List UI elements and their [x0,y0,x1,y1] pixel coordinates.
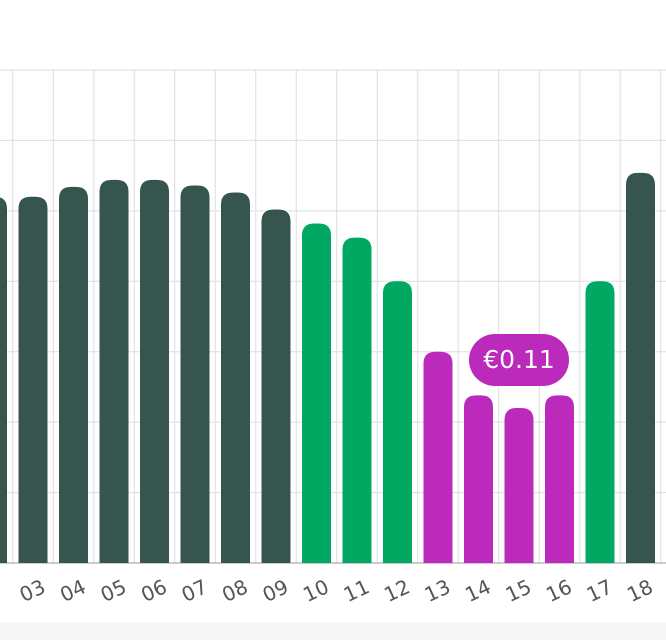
bar [99,179,129,563]
x-tick-label: 16 [542,574,575,607]
bar [585,281,615,563]
bar [180,185,210,563]
bar [383,281,412,563]
bar [221,192,250,563]
x-tick-label: 11 [340,574,373,607]
x-tick-label: 18 [623,574,656,607]
bar [261,209,291,563]
x-tick-label: 14 [461,574,494,607]
x-tick-label: 04 [56,574,89,607]
bar [0,197,7,563]
value-label: €0.11 [483,345,555,374]
x-tick-label: 06 [137,574,170,607]
footer-band [0,622,666,640]
x-tick-label: 09 [259,574,292,607]
x-tick-label: 10 [299,574,332,607]
x-tick-label: 17 [583,574,616,607]
bar [302,223,331,563]
bar [504,408,534,563]
x-tick-label: 13 [421,574,454,607]
bar [140,179,169,563]
bar [545,395,574,563]
tooltip-bubble [469,334,569,386]
bar [18,196,48,563]
x-tick-label: 05 [97,574,130,607]
x-tick-label: 08 [218,574,251,607]
bar [423,351,453,563]
x-tick-label: 03 [16,574,49,607]
x-tick-label: 15 [502,574,535,607]
x-tick-label: 12 [380,574,413,607]
bar [342,237,372,563]
bar [626,172,655,563]
bar [464,395,493,563]
x-tick-label: 07 [178,574,211,607]
bar [59,186,88,563]
